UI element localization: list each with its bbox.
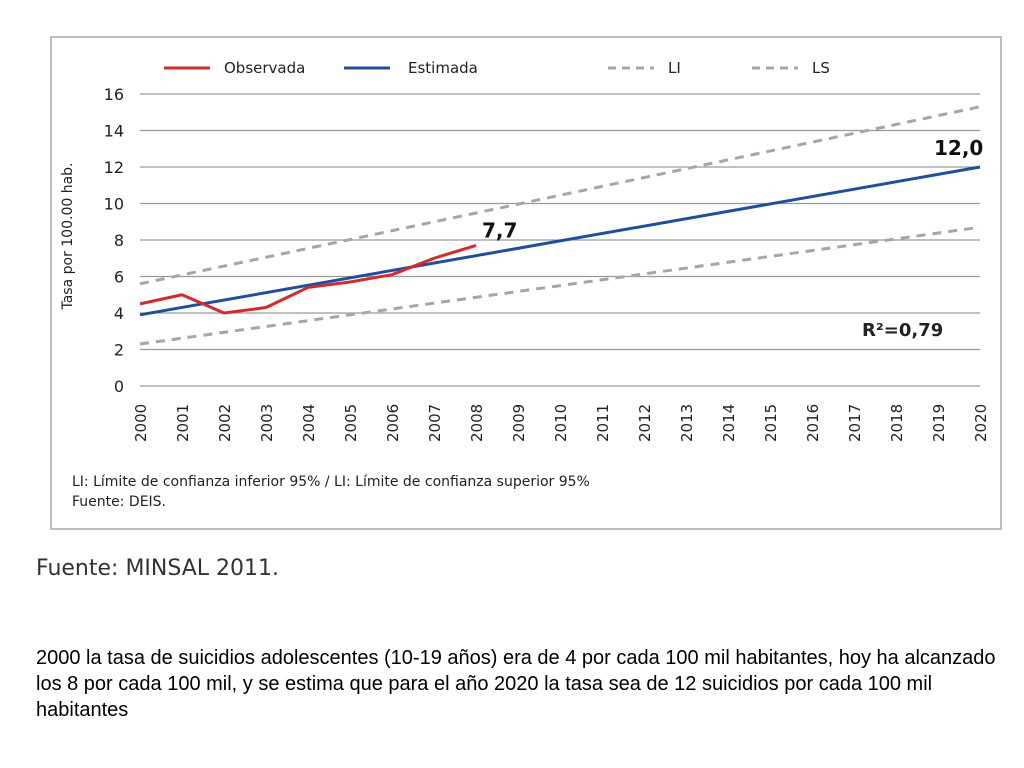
x-tick-label: 2018	[888, 404, 906, 442]
x-tick-label: 2007	[426, 404, 444, 442]
series-line-li	[139, 225, 981, 346]
y-tick-label: 6	[114, 268, 124, 287]
x-tick-label: 2015	[762, 404, 780, 442]
legend: Observada Estimada LI LS	[164, 59, 830, 77]
description-text: 2000 la tasa de suicidios adolescentes (…	[36, 647, 996, 721]
x-tick-label: 2014	[720, 404, 738, 442]
series-group	[139, 105, 981, 346]
y-tick-label: 14	[104, 122, 124, 141]
x-tick-label: 2004	[300, 404, 318, 442]
data-label-2020: 12,0	[934, 136, 983, 160]
source-caption: Fuente: MINSAL 2011.	[36, 556, 280, 581]
x-tick-label: 2008	[468, 404, 486, 442]
x-tick-label: 2017	[846, 404, 864, 442]
x-tick-label: 2019	[930, 404, 948, 442]
y-tick-label: 0	[114, 377, 124, 396]
y-tick-label: 2	[114, 341, 124, 360]
series-line-ls	[139, 105, 981, 286]
y-tick-label: 4	[114, 304, 124, 323]
y-tick-label: 12	[104, 158, 124, 177]
series-line-estimada	[139, 165, 981, 317]
legend-label-observada: Observada	[224, 59, 305, 77]
x-tick-label: 2013	[678, 404, 696, 442]
legend-label-li: LI	[668, 59, 681, 77]
y-axis: 0 2 4 6 8 10 12 14 16	[104, 85, 124, 396]
x-tick-label: 2012	[636, 404, 654, 442]
x-tick-label: 2000	[132, 404, 150, 442]
y-tick-label: 8	[114, 231, 124, 250]
legend-label-ls: LS	[812, 59, 830, 77]
x-tick-label: 2010	[552, 404, 570, 442]
x-tick-label: 2016	[804, 404, 822, 442]
y-tick-label: 10	[104, 195, 124, 214]
y-tick-label: 16	[104, 85, 124, 104]
chart-frame: 0 2 4 6 8 10 12 14 16 2000 2001 2002 2003 2004 2005 20…	[50, 36, 1002, 530]
x-axis: 2000 2001 2002 2003 2004 2005 2006 2007 2008 2009…	[132, 404, 990, 442]
x-tick-label: 2020	[972, 404, 990, 442]
x-tick-label: 2001	[174, 404, 192, 442]
x-tick-label: 2009	[510, 404, 528, 442]
x-tick-label: 2003	[258, 404, 276, 442]
y-axis-label: Tasa por 100.00 hab.	[60, 162, 76, 310]
x-tick-label: 2011	[594, 404, 612, 442]
legend-label-estimada: Estimada	[408, 59, 478, 77]
x-tick-label: 2005	[342, 404, 360, 442]
x-tick-label: 2002	[216, 404, 234, 442]
data-source-note: Fuente: DEIS.	[72, 494, 166, 510]
series-line-observada	[139, 244, 477, 315]
confidence-note: LI: Límite de confianza inferior 95% / L…	[72, 474, 590, 490]
data-label-2008: 7,7	[482, 218, 517, 242]
r-squared-label: R²=0,79	[862, 320, 943, 341]
x-tick-label: 2006	[384, 404, 402, 442]
